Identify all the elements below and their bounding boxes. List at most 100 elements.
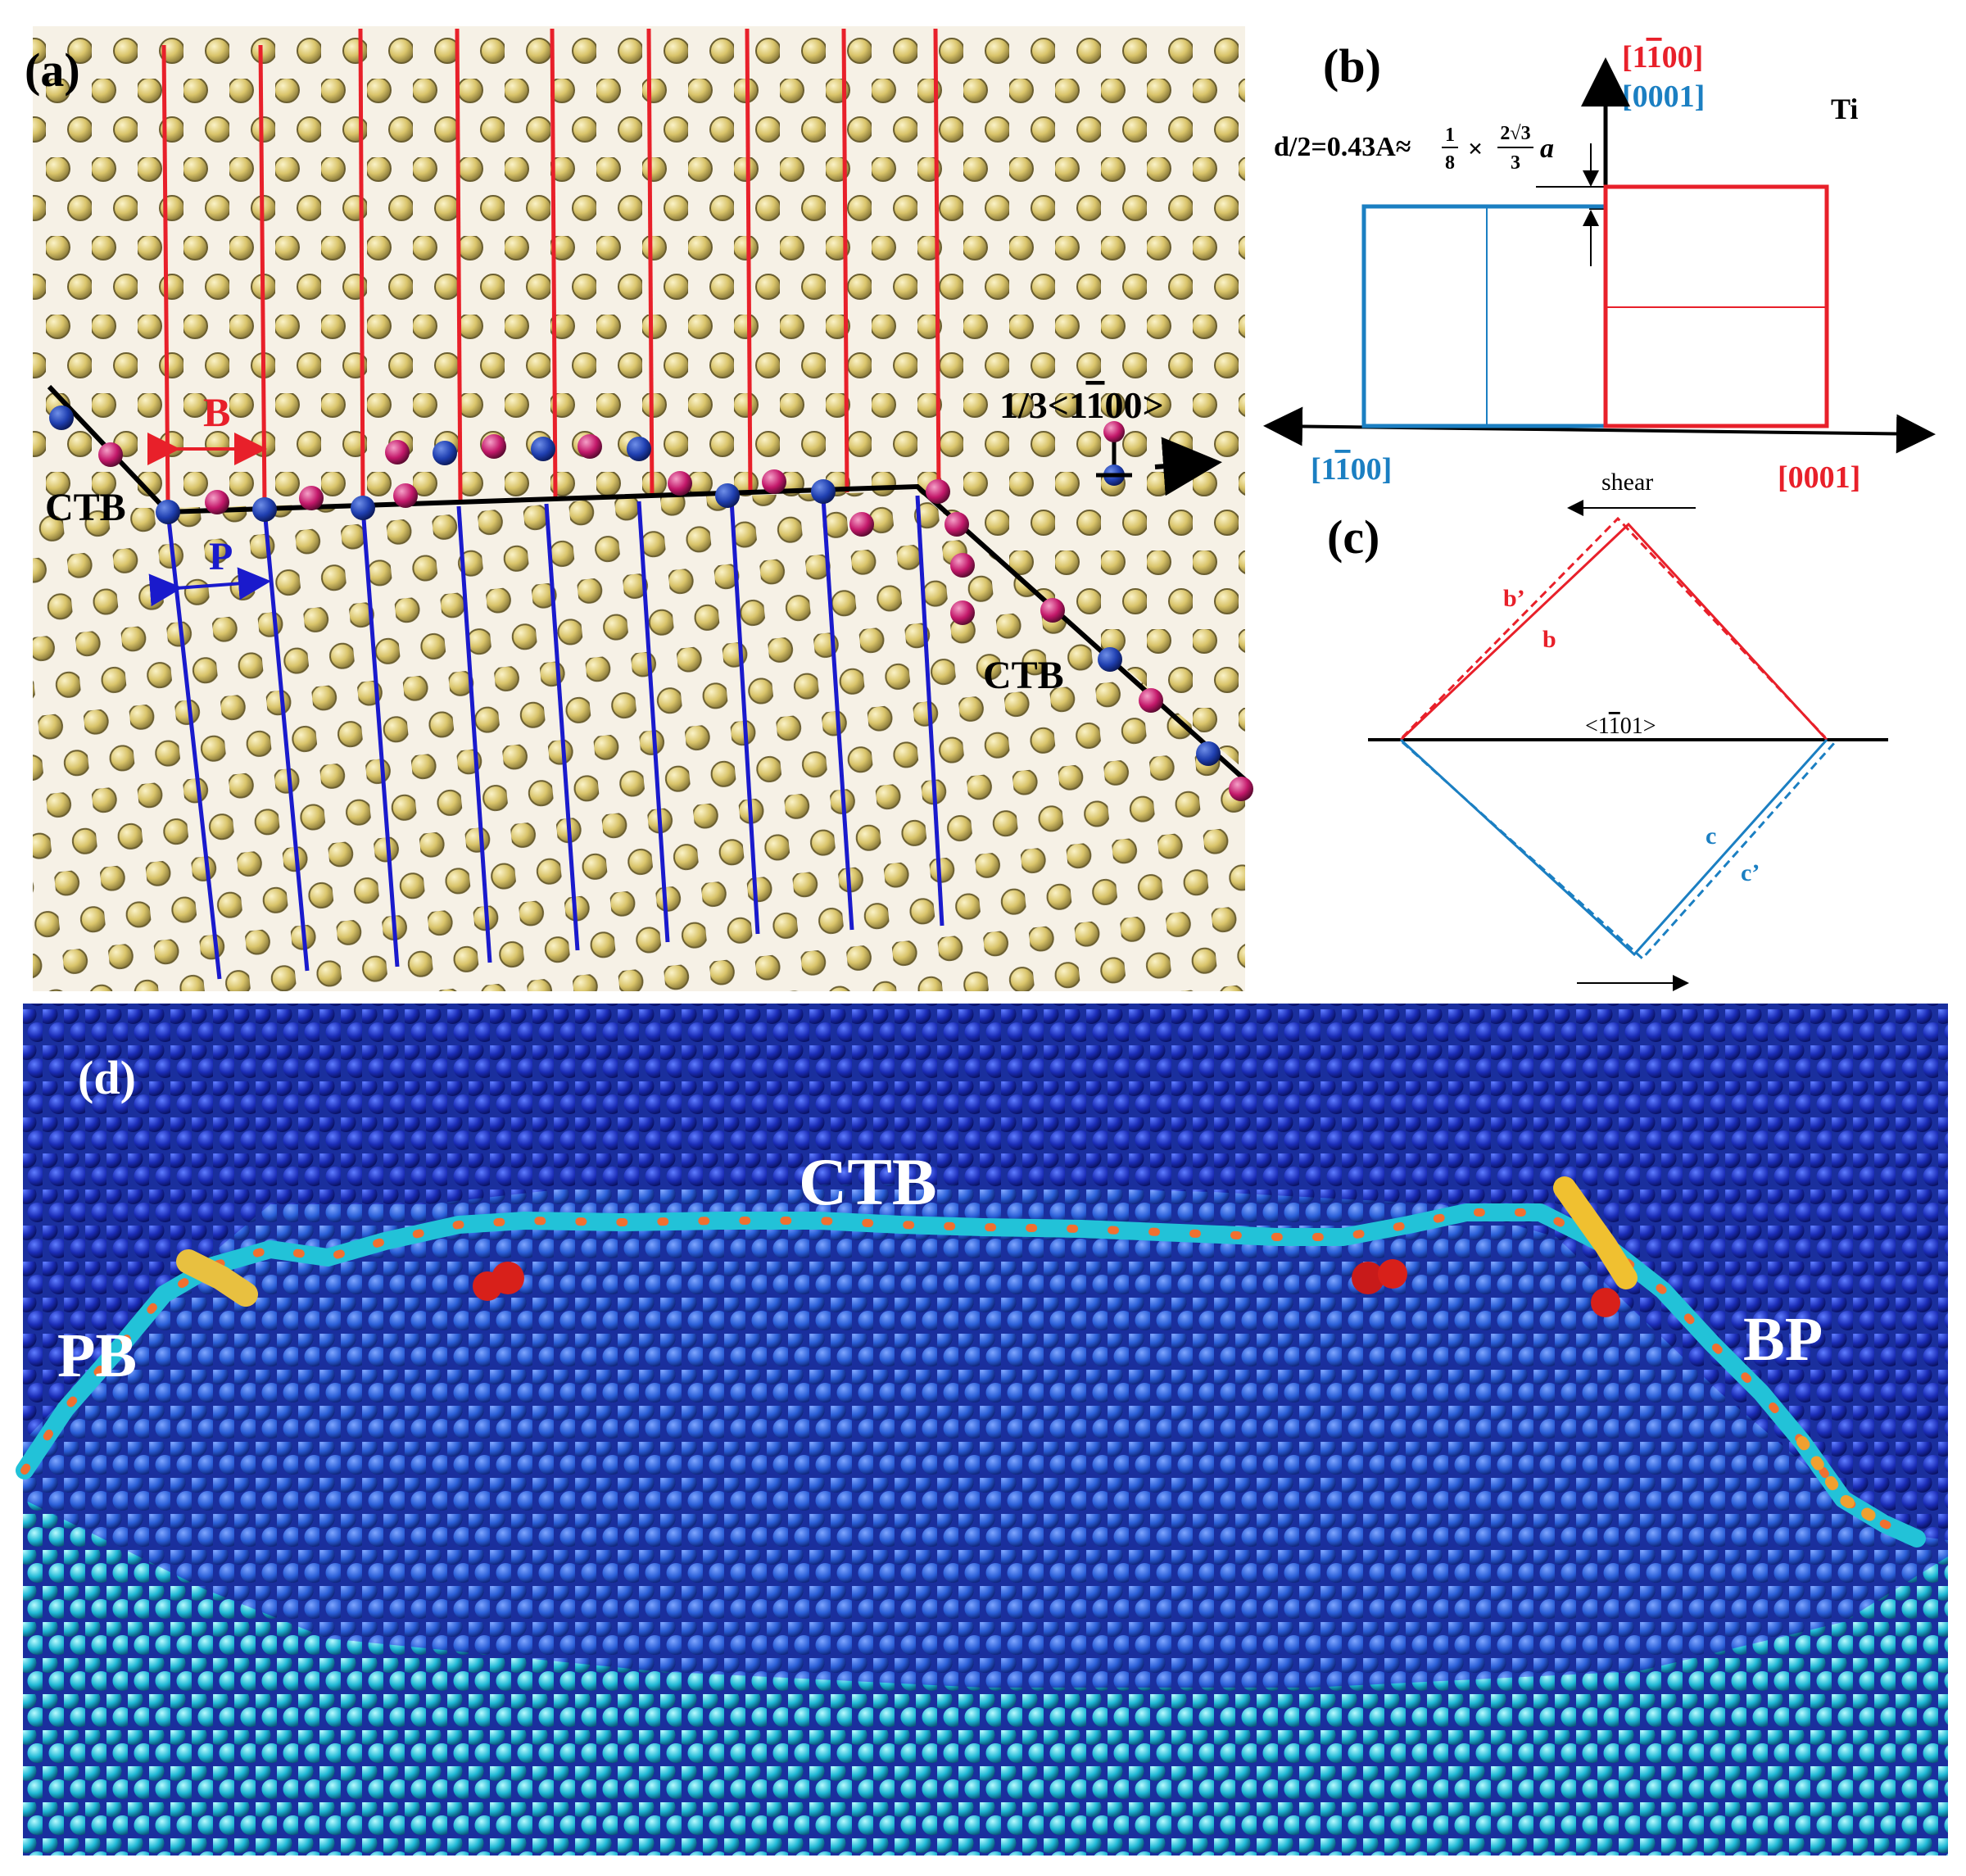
top-red-suffix: 00] xyxy=(1662,40,1704,75)
red-defect-atom xyxy=(1352,1262,1384,1294)
shear-label: shear xyxy=(1601,469,1653,496)
formula-prefix: d/2=0.43A≈ xyxy=(1274,132,1411,162)
frac1-num: 1 xyxy=(1445,125,1455,146)
panel-b-label: (b) xyxy=(1323,39,1381,93)
ctb-left-label: CTB xyxy=(45,486,126,529)
blue-line xyxy=(456,505,492,963)
blue-unit-cell xyxy=(1361,204,1608,428)
blue-atom xyxy=(1098,647,1122,672)
blue-line xyxy=(729,499,760,935)
magenta-atom xyxy=(950,600,975,625)
left-cluster xyxy=(176,1249,258,1307)
magenta-atom xyxy=(482,434,506,459)
boundary-atoms xyxy=(49,406,1253,801)
panel-c: shear (c) <1101> b’ b c c’ xyxy=(1327,469,1888,991)
panel-a-label: (a) xyxy=(25,43,80,97)
d-formula: d/2=0.43A≈ 1 8 × 2√3 3 a xyxy=(1274,123,1554,174)
cyan-grain-atoms xyxy=(23,1499,1948,1856)
blue-line xyxy=(915,495,944,927)
red-lattice-lines xyxy=(161,28,941,505)
blue-atom xyxy=(811,479,836,504)
red-line xyxy=(933,28,941,491)
blue-line xyxy=(821,497,854,931)
magenta-atom xyxy=(849,512,874,537)
frac1-den: 8 xyxy=(1445,152,1455,174)
element-label: Ti xyxy=(1831,93,1858,125)
magenta-atom xyxy=(668,471,692,496)
upper-grain-atoms xyxy=(33,26,1245,510)
shift-arrow xyxy=(1154,437,1222,496)
axis-bar: 1 xyxy=(1609,714,1620,739)
blue-atom xyxy=(627,437,651,461)
right-cluster xyxy=(1796,1436,1890,1529)
red-line xyxy=(745,28,753,495)
red-line xyxy=(258,44,267,505)
direction-suffix: 00> xyxy=(1104,384,1163,426)
blue-atom xyxy=(156,500,180,524)
indicator-magenta-atom xyxy=(1103,421,1125,442)
bottom-right-direction: [0001] xyxy=(1778,460,1860,495)
magenta-atom xyxy=(944,512,969,537)
blue-atom xyxy=(531,437,555,461)
ctb-d-label: CTB xyxy=(799,1144,937,1219)
blue-atom xyxy=(433,441,457,465)
red-defect-atom xyxy=(1378,1259,1407,1289)
panel-b: (b) [1100] [0001] Ti d/2=0.43A≈ 1 8 × 2√… xyxy=(1263,39,1936,495)
bottom-left-prefix: [1 xyxy=(1311,452,1336,487)
blue-line xyxy=(636,501,670,943)
pb-label: PB xyxy=(57,1321,137,1390)
lower-grain-atoms xyxy=(33,492,1245,991)
magenta-atom xyxy=(926,479,950,504)
magenta-atom xyxy=(1139,688,1163,713)
panel-c-label: (c) xyxy=(1327,510,1379,564)
axis-prefix: <1 xyxy=(1585,714,1609,739)
magenta-atom xyxy=(578,434,602,459)
direction-prefix: 1/3<1 xyxy=(999,384,1086,426)
p-spacing-arrow xyxy=(148,567,271,607)
red-line xyxy=(550,28,558,499)
magenta-atom xyxy=(1040,598,1065,623)
red-line xyxy=(841,28,849,493)
blue-line xyxy=(544,503,580,951)
bp-label: BP xyxy=(1743,1305,1823,1374)
blue-atom xyxy=(715,483,740,508)
b-label-c: b xyxy=(1542,626,1556,653)
red-dashed-triangle xyxy=(1401,516,1827,739)
bottom-left-direction: [1100] xyxy=(1311,452,1392,487)
times-sign: × xyxy=(1468,134,1483,163)
magenta-atom xyxy=(205,490,229,514)
red-line xyxy=(455,28,463,501)
direction-bar-digit: 1 xyxy=(1085,384,1104,426)
top-red-prefix: [1 xyxy=(1622,40,1647,75)
red-defect-atom xyxy=(1591,1288,1620,1317)
frac2-den: 3 xyxy=(1511,152,1520,174)
boundary-chain-red-dots xyxy=(20,1208,1921,1543)
blue-solid-triangle xyxy=(1399,738,1828,957)
magenta-atom xyxy=(385,440,410,464)
blue-atom xyxy=(351,496,375,520)
red-defect-atom xyxy=(473,1271,502,1301)
magenta-atom xyxy=(393,483,418,508)
top-blue-direction: [0001] xyxy=(1622,79,1705,114)
red-solid-triangle xyxy=(1399,522,1828,741)
red-line xyxy=(358,28,365,502)
blue-atom xyxy=(49,406,74,430)
magenta-atom xyxy=(1229,777,1253,801)
bottom-left-bar: 1 xyxy=(1335,452,1351,487)
magenta-atom xyxy=(762,469,786,494)
blue-dashed-triangle xyxy=(1401,741,1837,961)
top-red-bar: 1 xyxy=(1647,40,1662,75)
red-line xyxy=(646,28,655,497)
blue-atom xyxy=(1196,741,1221,766)
blue-atom xyxy=(252,497,277,522)
blue-line xyxy=(360,507,400,967)
panel-a: (a) CTB CTB B P 1/3<1100> xyxy=(25,26,1253,991)
bottom-left-suffix: 00] xyxy=(1351,452,1393,487)
twin-plane-label: <1101> xyxy=(1585,714,1656,739)
magenta-atom xyxy=(299,486,324,510)
c-prime-label: c’ xyxy=(1741,859,1760,886)
panel-d-label: (d) xyxy=(78,1051,136,1104)
frac2-num: 2√3 xyxy=(1500,123,1530,144)
ctb-right-label: CTB xyxy=(983,654,1064,697)
